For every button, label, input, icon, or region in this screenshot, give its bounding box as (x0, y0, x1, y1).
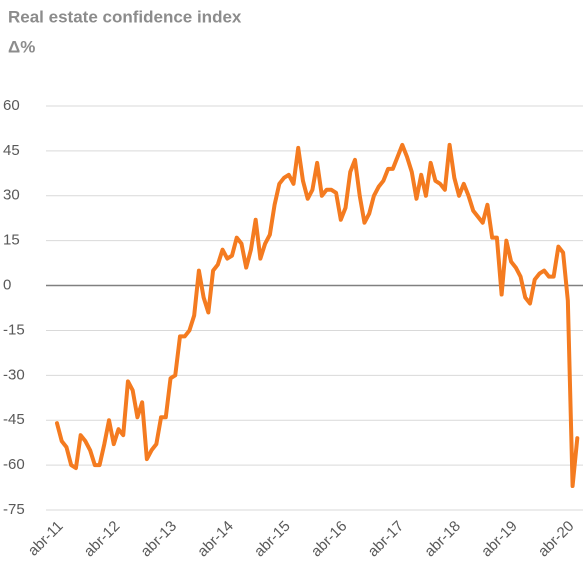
line (55, 142, 580, 489)
x-tick-label: abr-14 (194, 518, 237, 561)
y-tick-label: -60 (3, 456, 25, 473)
x-tick-label: abr-19 (478, 518, 521, 561)
x-tick-label: abr-16 (308, 518, 351, 561)
x-tick-label: abr-20 (535, 518, 578, 561)
y-tick-label: 0 (3, 277, 11, 294)
x-tick-label: abr-12 (81, 518, 124, 561)
y-tick-label: 45 (3, 142, 20, 159)
x-tick-label: abr-18 (421, 518, 464, 561)
y-tick-label: 60 (3, 97, 20, 114)
x-tick-label: abr-13 (137, 518, 180, 561)
y-tick-label: 15 (3, 232, 20, 249)
y-tick-label: -75 (3, 501, 25, 518)
x-tick-label: abr-11 (25, 518, 67, 560)
chart-title: Real estate confidence index (8, 7, 242, 26)
y-tick-label: -15 (3, 321, 25, 338)
y-tick-label: -30 (3, 366, 25, 383)
x-tick-label: abr-15 (251, 518, 294, 561)
y-tick-label: 30 (3, 187, 20, 204)
y-tick-label: -45 (3, 411, 25, 428)
chart-subtitle: Δ% (8, 37, 35, 56)
x-tick-label: abr-17 (365, 518, 408, 561)
